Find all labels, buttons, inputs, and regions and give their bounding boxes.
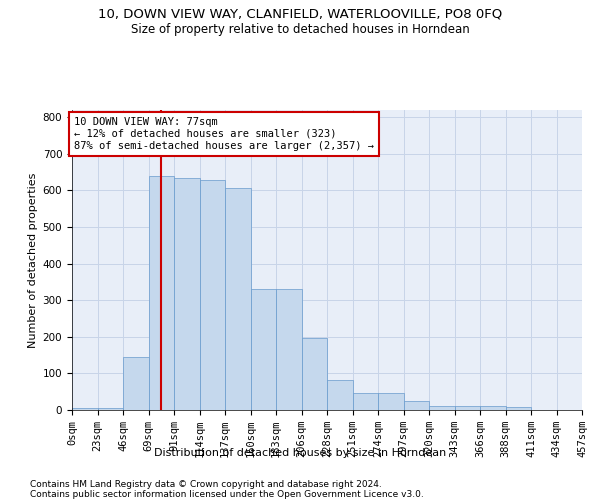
Bar (199, 180, 225, 410)
Bar (455, 406, 480, 410)
Bar (97, 408, 123, 410)
Bar (582, 408, 600, 410)
Text: Size of property relative to detached houses in Horndean: Size of property relative to detached ho… (131, 22, 469, 36)
Bar (353, 393, 378, 410)
Bar (480, 406, 505, 410)
Y-axis label: Number of detached properties: Number of detached properties (28, 172, 38, 348)
Bar (225, 188, 251, 410)
Bar (276, 288, 302, 410)
Bar (149, 176, 174, 410)
Bar (378, 393, 404, 410)
Bar (505, 408, 531, 410)
Text: Contains HM Land Registry data © Crown copyright and database right 2024.: Contains HM Land Registry data © Crown c… (30, 480, 382, 489)
Bar (404, 401, 429, 410)
Bar (123, 357, 149, 410)
Bar (302, 338, 327, 410)
Bar (174, 178, 199, 410)
Text: Contains public sector information licensed under the Open Government Licence v3: Contains public sector information licen… (30, 490, 424, 499)
Text: 10, DOWN VIEW WAY, CLANFIELD, WATERLOOVILLE, PO8 0FQ: 10, DOWN VIEW WAY, CLANFIELD, WATERLOOVI… (98, 8, 502, 20)
Bar (72, 408, 97, 410)
Bar (327, 380, 353, 410)
Bar (429, 406, 455, 410)
Text: Distribution of detached houses by size in Horndean: Distribution of detached houses by size … (154, 448, 446, 458)
Text: 10 DOWN VIEW WAY: 77sqm
← 12% of detached houses are smaller (323)
87% of semi-d: 10 DOWN VIEW WAY: 77sqm ← 12% of detache… (74, 118, 374, 150)
Bar (251, 288, 276, 410)
